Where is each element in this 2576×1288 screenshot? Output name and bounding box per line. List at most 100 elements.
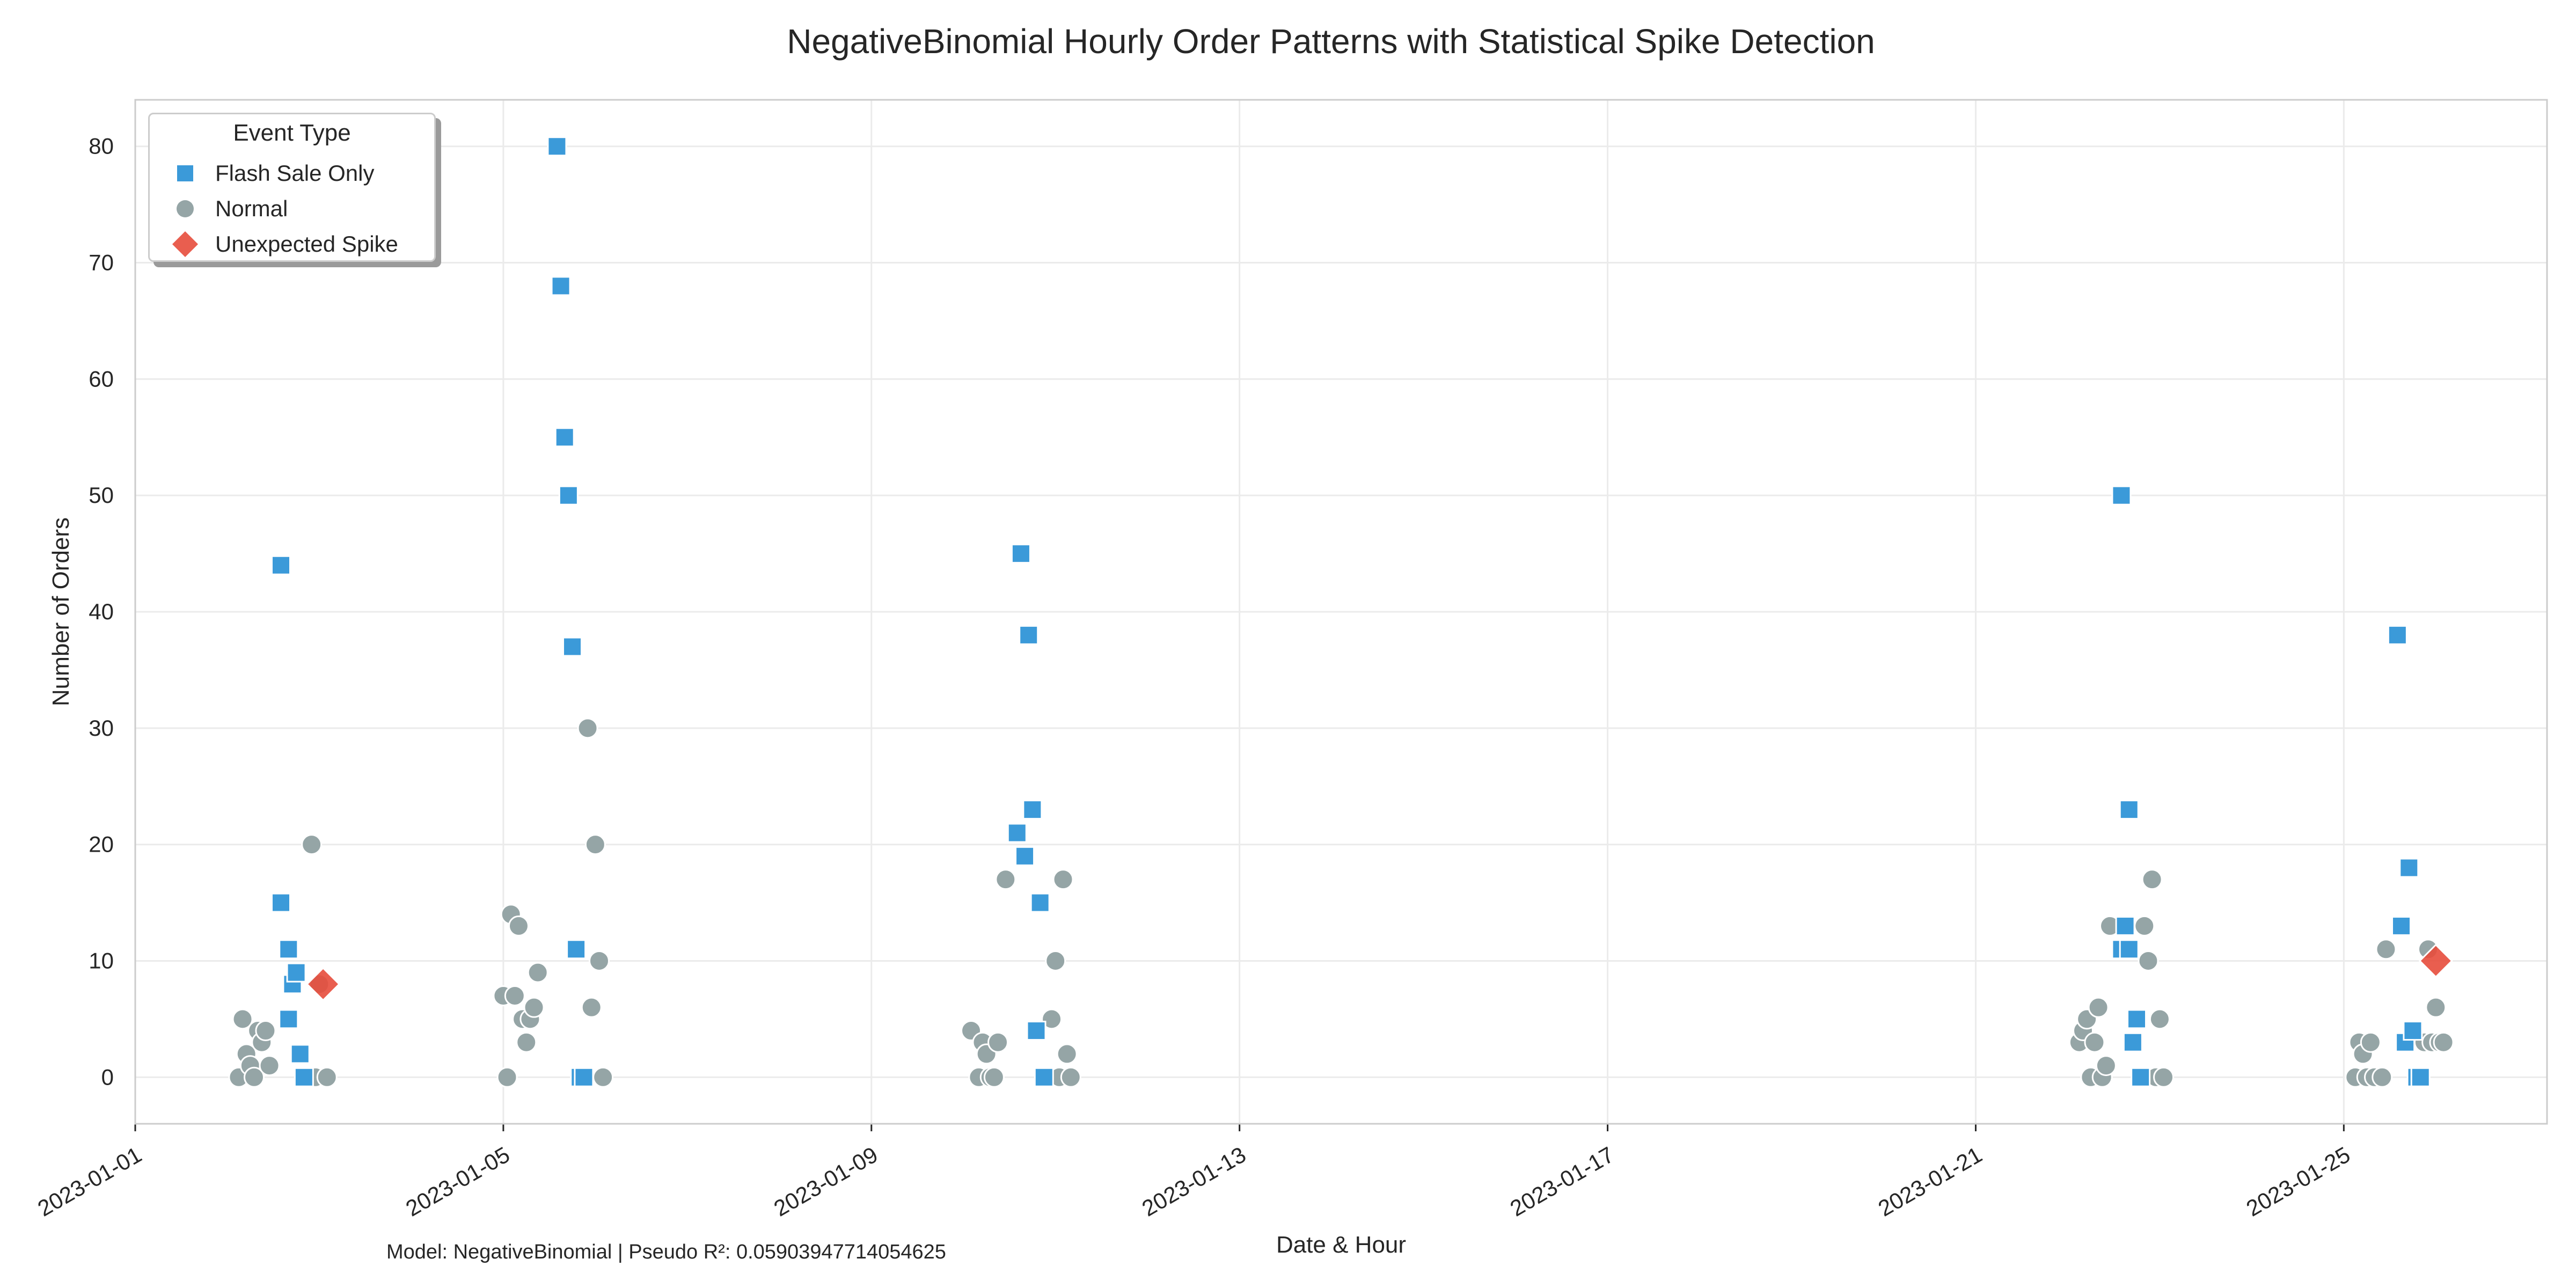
chart-title: NegativeBinomial Hourly Order Patterns w… [787, 22, 1875, 61]
axis-ticks: 0 10 20 30 40 50 60 70 80 2023-01-01 2023-01-05 202… [33, 134, 2354, 1221]
flash-sale-point [547, 136, 567, 157]
normal-point [2134, 915, 2155, 936]
flash-sale-point [1022, 800, 1043, 820]
normal-point [496, 1066, 518, 1088]
normal-point [2088, 997, 2109, 1018]
flash-sale-point [286, 962, 306, 983]
normal-point [232, 1008, 253, 1030]
normal-point [259, 1055, 280, 1077]
circle-marker-icon [169, 193, 201, 225]
y-tick-label: 80 [89, 134, 114, 159]
normal-point [577, 718, 598, 739]
flash-sale-point [2123, 1032, 2143, 1052]
y-axis-label: Number of Orders [48, 517, 74, 706]
y-tick-label: 20 [89, 832, 114, 857]
normal-point [983, 1066, 1005, 1088]
y-tick-label: 40 [89, 599, 114, 624]
normal-point [2138, 950, 2159, 971]
x-tick-label: 2023-01-09 [770, 1141, 882, 1221]
flash-sale-point [558, 485, 579, 506]
flash-sale-point [2119, 800, 2139, 820]
flash-sale-point [1034, 1067, 1054, 1087]
flash-sale-point [279, 939, 299, 960]
flash-sale-point [2131, 1067, 2151, 1087]
flash-sale-point [2387, 625, 2407, 645]
normal-point [255, 1020, 276, 1042]
normal-point [316, 1066, 338, 1088]
unexpected-spike-point [2418, 943, 2453, 978]
flash-sale-point [290, 1044, 310, 1064]
normal-point [2372, 1066, 2393, 1088]
normal-point [1041, 1008, 1063, 1030]
normal-point [2084, 1031, 2105, 1053]
x-tick-label: 2023-01-13 [1138, 1141, 1250, 1221]
flash-sale-point [270, 892, 291, 913]
flash-sale-point [294, 1067, 314, 1087]
diamond-marker-icon [169, 228, 201, 260]
flash-sale-point [551, 276, 571, 296]
normal-point [581, 997, 602, 1018]
flash-sale-point [2127, 1009, 2147, 1029]
normal-point [1060, 1066, 1081, 1088]
x-tick-label: 2023-01-01 [33, 1141, 146, 1221]
flash-sale-point [554, 427, 575, 448]
flash-sale-point [2399, 858, 2419, 878]
y-tick-label: 70 [89, 250, 114, 275]
flash-sale-point [574, 1067, 594, 1087]
normal-point [2375, 939, 2397, 960]
normal-point [589, 950, 610, 971]
legend-item-unexpected-spike: Unexpected Spike [169, 228, 398, 260]
flash-sale-point [562, 636, 582, 657]
legend-item-normal: Normal [169, 193, 288, 225]
flash-sale-point [1026, 1021, 1046, 1041]
unexpected-spike-point [305, 967, 341, 1001]
legend-label: Flash Sale Only [215, 160, 375, 186]
x-axis-label: Date & Hour [1276, 1232, 1406, 1258]
normal-point [592, 1066, 614, 1088]
flash-sale-point [1011, 544, 1031, 564]
normal-point [2360, 1031, 2381, 1053]
x-tick-label: 2023-01-21 [1874, 1141, 1987, 1221]
normal-point [2425, 997, 2447, 1018]
flash-sale-point [566, 939, 587, 960]
normal-point [584, 834, 606, 855]
normal-point [1045, 950, 1066, 971]
normal-point [243, 1066, 265, 1088]
normal-point [516, 1031, 537, 1053]
square-marker-icon [169, 157, 201, 189]
normal-point [1056, 1043, 1078, 1065]
flash-sale-point [2410, 1067, 2431, 1087]
normal-point [987, 1031, 1009, 1053]
plot-frame [134, 99, 2548, 1125]
normal-point [2433, 1031, 2454, 1053]
normal-point [2153, 1066, 2175, 1088]
flash-sale-point [279, 1009, 299, 1029]
flash-sale-point [1019, 625, 1039, 645]
y-tick-label: 30 [89, 715, 114, 741]
flash-sale-point [1015, 846, 1035, 866]
normal-point [527, 962, 548, 983]
model-footnote: Model: NegativeBinomial | Pseudo R²: 0.0… [386, 1241, 946, 1263]
normal-point [504, 985, 525, 1006]
x-tick-label: 2023-01-25 [2242, 1141, 2354, 1221]
flash-sale-point [1030, 892, 1050, 913]
flash-sale-point [2119, 939, 2139, 960]
data-points [228, 136, 2454, 1088]
y-tick-label: 50 [89, 482, 114, 508]
legend-label: Unexpected Spike [215, 231, 398, 257]
x-tick-label: 2023-01-05 [401, 1141, 514, 1221]
flash-sale-point [270, 555, 291, 575]
normal-point [301, 834, 323, 855]
normal-point [508, 915, 529, 936]
normal-point [1052, 869, 1074, 890]
y-tick-label: 0 [101, 1064, 114, 1089]
flash-sale-point [1007, 823, 1027, 843]
flash-sale-point [2115, 916, 2135, 936]
normal-point [2141, 869, 2163, 890]
y-tick-label: 60 [89, 366, 114, 391]
legend-item-flash-sale: Flash Sale Only [169, 157, 374, 189]
grid-lines [134, 100, 2547, 1124]
x-tick-label: 2023-01-17 [1506, 1141, 1619, 1221]
flash-sale-point [2111, 485, 2132, 506]
